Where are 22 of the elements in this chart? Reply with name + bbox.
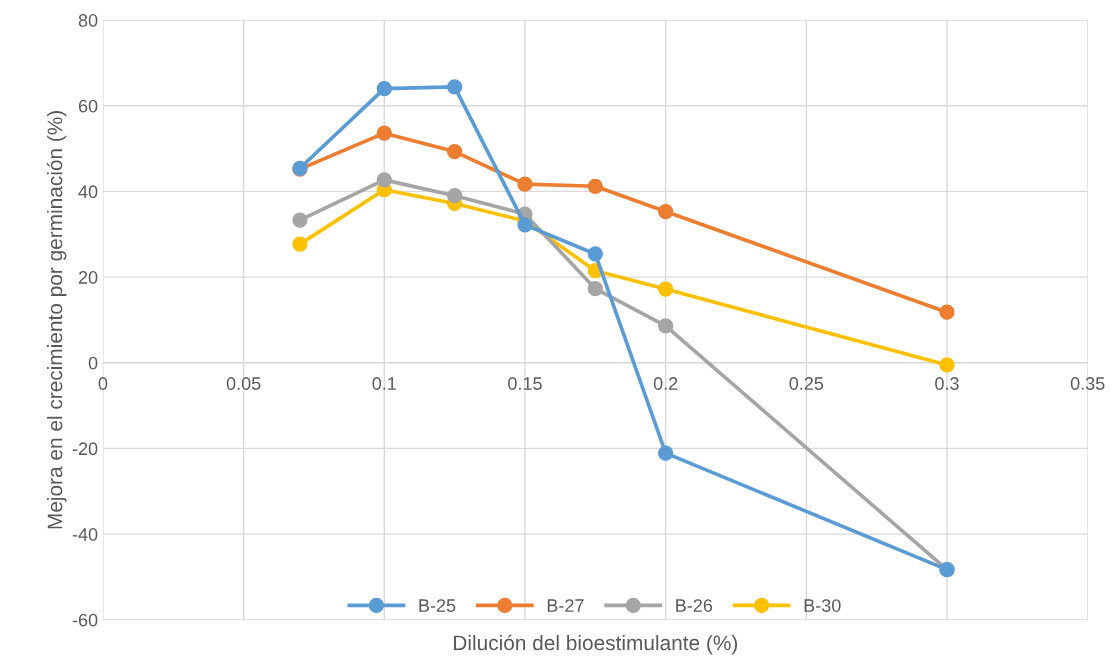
x-tick-label: 0.2 [653, 377, 678, 390]
x-tick-label: 0 [98, 377, 108, 390]
y-tick-label: 80 [78, 14, 98, 27]
legend-label: B-27 [547, 599, 584, 612]
x-axis-title: Dilución del bioestimulante (%) [454, 634, 738, 655]
legend-label: B-26 [676, 599, 713, 612]
legend-label: B-25 [419, 599, 456, 612]
y-tick-label: 40 [78, 185, 98, 199]
x-tick-label: 0.1 [372, 377, 396, 390]
y-tick-label: 60 [78, 99, 98, 113]
y-tick-label: -40 [72, 528, 98, 541]
legend-label: B-30 [804, 599, 841, 612]
x-tick-label: 0.25 [789, 377, 824, 390]
y-axis-title: Mejora en el crecimiento por germinación (%) [46, 111, 67, 529]
x-tick-label: 0.05 [226, 377, 261, 390]
y-tick-label: -60 [72, 613, 98, 627]
y-tick-label: 0 [88, 356, 98, 370]
x-tick-label: 0.15 [508, 377, 542, 390]
y-tick-label: -20 [72, 442, 98, 456]
y-tick-label: 20 [78, 271, 98, 284]
x-tick-label: 0.3 [935, 377, 959, 390]
x-tick-label: 0.35 [1070, 377, 1105, 390]
